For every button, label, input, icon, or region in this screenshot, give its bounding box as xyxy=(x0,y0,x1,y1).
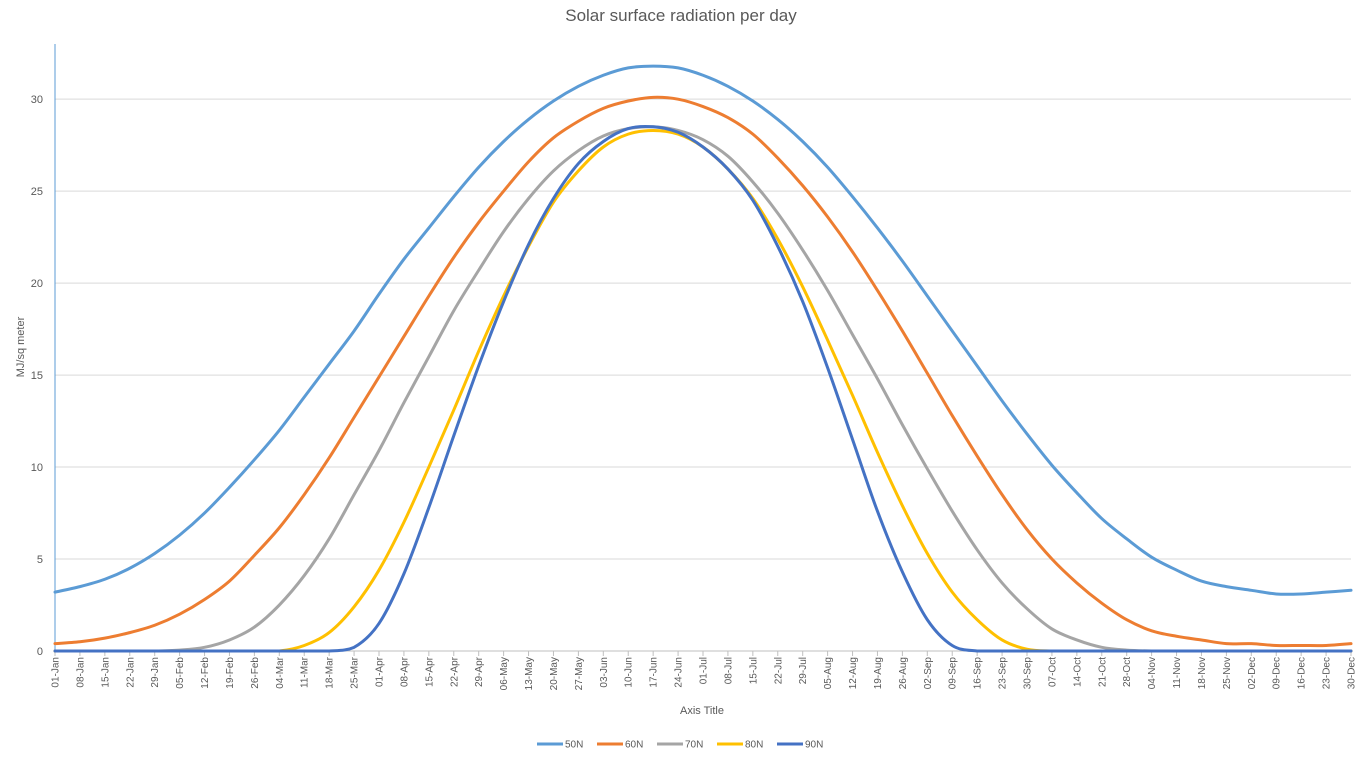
x-tick-label: 21-Oct xyxy=(1097,657,1108,687)
x-tick-label: 12-Aug xyxy=(848,657,859,689)
x-tick-label: 30-Dec xyxy=(1347,657,1358,689)
x-tick-label: 25-Mar xyxy=(350,656,361,688)
x-tick-label: 01-Jul xyxy=(699,657,710,684)
legend-item-70N: 70N xyxy=(657,740,703,751)
series-line-70N xyxy=(53,125,1353,653)
x-tick-label: 01-Apr xyxy=(375,656,386,687)
x-tick-label: 14-Oct xyxy=(1072,657,1083,687)
x-tick-label: 01-Jan xyxy=(51,657,62,688)
legend-item-50N: 50N xyxy=(537,740,583,751)
y-tick-label: 20 xyxy=(31,278,43,290)
legend-label: 50N xyxy=(565,740,583,751)
chart-title: Solar surface radiation per day xyxy=(565,6,797,25)
x-tick-label: 15-Apr xyxy=(424,656,435,687)
series-line-90N xyxy=(53,124,1353,653)
x-tick-label: 04-Nov xyxy=(1147,657,1158,689)
x-tick-label: 10-Jun xyxy=(624,657,635,688)
x-tick-label: 08-Jan xyxy=(75,657,86,688)
x-axis: 01-Jan 08-Jan 15-Jan 22-Jan 29-Jan 05-Feb 12-F… xyxy=(51,650,1358,690)
y-axis-label: MJ/sq meter xyxy=(15,316,27,377)
series-lines xyxy=(53,64,1353,653)
x-tick-label: 24-Jun xyxy=(674,657,685,688)
x-tick-label: 03-Jun xyxy=(599,657,610,688)
x-tick-label: 11-Nov xyxy=(1172,657,1183,689)
x-tick-label: 11-Mar xyxy=(300,656,311,688)
series-line-60N xyxy=(53,95,1353,648)
legend-item-80N: 80N xyxy=(717,740,763,751)
x-tick-label: 30-Sep xyxy=(1023,657,1034,690)
x-tick-label: 20-May xyxy=(549,657,560,690)
x-axis-label: Axis Title xyxy=(680,705,724,717)
x-tick-label: 29-Apr xyxy=(474,656,485,687)
legend-item-60N: 60N xyxy=(597,740,643,751)
legend-label: 80N xyxy=(745,740,763,751)
x-tick-label: 18-Mar xyxy=(325,656,336,688)
y-tick-label: 30 xyxy=(31,94,43,106)
x-tick-label: 05-Aug xyxy=(823,657,834,689)
x-tick-label: 18-Nov xyxy=(1197,657,1208,689)
x-tick-label: 16-Dec xyxy=(1297,657,1308,689)
x-tick-label: 12-Feb xyxy=(200,657,211,689)
legend: 50N 60N 70N 80N 90N xyxy=(537,740,823,751)
y-tick-label: 0 xyxy=(37,646,43,658)
x-tick-label: 09-Sep xyxy=(948,657,959,690)
y-axis: 0 5 10 15 20 25 30 xyxy=(31,44,56,658)
legend-label: 70N xyxy=(685,740,703,751)
x-tick-label: 05-Feb xyxy=(175,657,186,689)
series-line-50N xyxy=(53,64,1353,596)
x-tick-label: 29-Jan xyxy=(150,657,161,688)
x-tick-label: 25-Nov xyxy=(1222,657,1233,689)
x-tick-label: 08-Apr xyxy=(399,656,410,687)
x-tick-label: 28-Oct xyxy=(1122,657,1133,687)
x-tick-label: 26-Aug xyxy=(898,657,909,689)
x-tick-label: 27-May xyxy=(574,657,585,690)
x-tick-label: 29-Jul xyxy=(798,657,809,684)
x-tick-label: 09-Dec xyxy=(1272,657,1283,689)
legend-label: 60N xyxy=(625,740,643,751)
x-tick-label: 04-Mar xyxy=(275,656,286,688)
x-tick-label: 19-Aug xyxy=(873,657,884,689)
x-tick-label: 06-May xyxy=(499,657,510,690)
y-tick-label: 15 xyxy=(31,370,43,382)
x-tick-label: 13-May xyxy=(524,657,535,690)
x-tick-label: 19-Feb xyxy=(225,657,236,689)
x-tick-label: 07-Oct xyxy=(1047,657,1058,687)
x-tick-label: 22-Jul xyxy=(773,657,784,684)
gridlines xyxy=(55,98,1351,560)
y-tick-label: 25 xyxy=(31,186,43,198)
x-tick-label: 22-Apr xyxy=(449,656,460,687)
legend-label: 90N xyxy=(805,740,823,751)
x-tick-label: 26-Feb xyxy=(250,657,261,689)
x-tick-label: 22-Jan xyxy=(125,657,136,688)
y-tick-label: 10 xyxy=(31,462,43,474)
series-line-80N xyxy=(53,128,1353,653)
y-tick-label: 5 xyxy=(37,554,43,566)
x-tick-label: 15-Jul xyxy=(748,657,759,684)
x-tick-label: 23-Sep xyxy=(998,657,1009,690)
legend-item-90N: 90N xyxy=(777,740,823,751)
x-tick-label: 15-Jan xyxy=(100,657,111,688)
x-tick-label: 02-Dec xyxy=(1247,657,1258,689)
x-tick-label: 17-Jun xyxy=(649,657,660,688)
x-tick-label: 08-Jul xyxy=(723,657,734,684)
x-tick-label: 16-Sep xyxy=(973,657,984,690)
x-tick-label: 02-Sep xyxy=(923,657,934,690)
x-tick-label: 23-Dec xyxy=(1322,657,1333,689)
